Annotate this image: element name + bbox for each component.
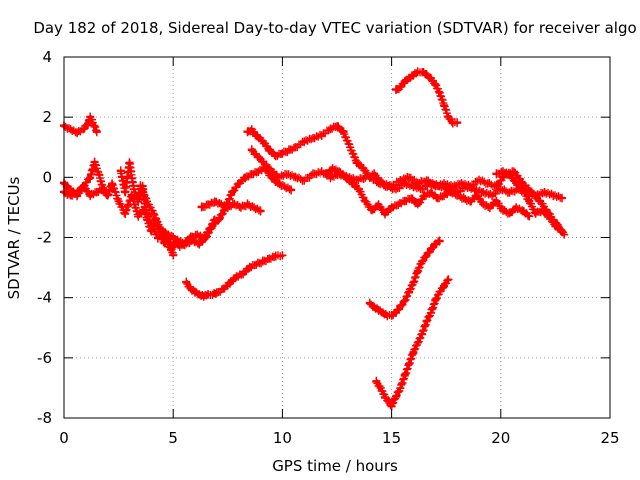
grid-lines	[64, 57, 610, 418]
x-tick-label: 20	[491, 429, 510, 447]
y-tick-label: -8	[37, 409, 52, 427]
y-tick-label: 0	[42, 168, 52, 186]
y-tick-label: -6	[37, 349, 52, 367]
y-tick-label: 4	[42, 48, 52, 66]
data-marks	[60, 67, 569, 411]
chart-title: Day 182 of 2018, Sidereal Day-to-day VTE…	[33, 19, 636, 37]
y-tick-label: -2	[37, 229, 52, 247]
series-marker-trail	[60, 112, 101, 138]
series-marker-trail	[182, 251, 287, 301]
series-track-5	[136, 163, 296, 251]
series-track-7	[197, 197, 265, 216]
axis-ticks: 0 5 10 15 20 25 -8 -6 -4 -2 0 2 4	[37, 48, 620, 447]
x-axis-label: GPS time / hours	[272, 457, 398, 475]
y-tick-label: -4	[37, 289, 52, 307]
series-track-6	[182, 251, 287, 301]
series-track-10	[322, 164, 534, 221]
y-axis-label: SDTVAR / TECUs	[5, 176, 23, 299]
y-tick-label: 2	[42, 108, 52, 126]
series-marker-trail	[322, 164, 534, 221]
series-track-11	[492, 167, 566, 236]
series-marker-trail	[392, 67, 462, 128]
series-marker-trail	[492, 167, 566, 236]
x-tick-label: 0	[59, 429, 69, 447]
series-marker-trail	[372, 275, 453, 411]
x-tick-label: 15	[382, 429, 401, 447]
series-marker-trail	[136, 163, 296, 251]
x-tick-label: 25	[600, 429, 619, 447]
series-track-1	[60, 112, 101, 138]
x-tick-label: 5	[168, 429, 178, 447]
series-track-13	[365, 236, 444, 321]
series-track-12	[391, 67, 462, 128]
series-track-14	[372, 275, 453, 411]
series-marker-trail	[197, 197, 265, 216]
series-track-3	[60, 182, 112, 201]
x-tick-label: 10	[273, 429, 292, 447]
series-marker-trail	[365, 237, 444, 321]
